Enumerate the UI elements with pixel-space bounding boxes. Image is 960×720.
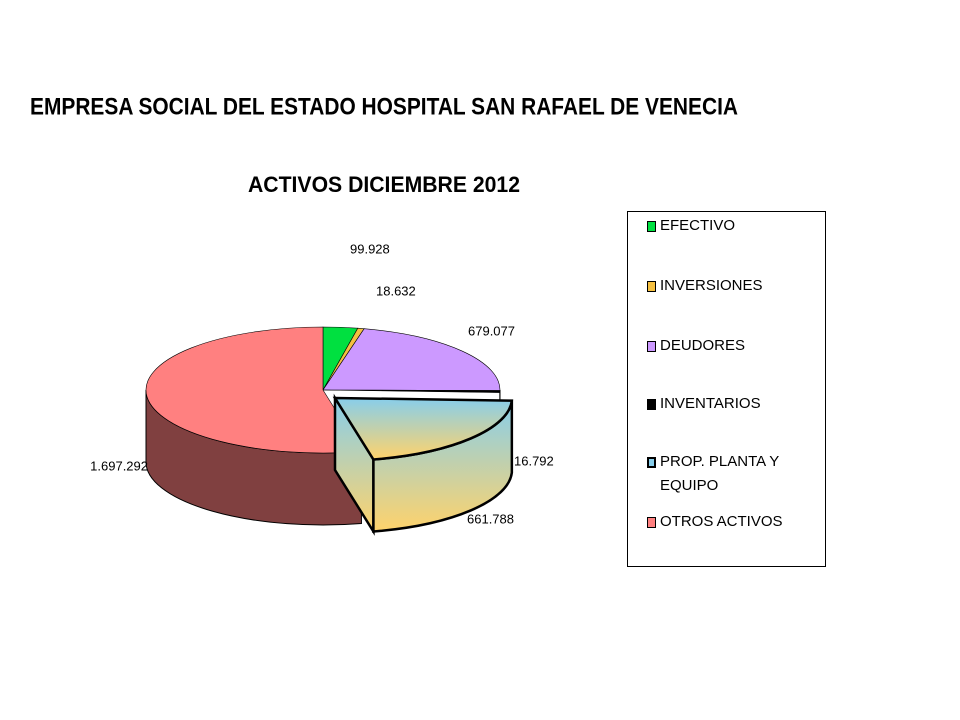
legend-item: OTROS ACTIVOS xyxy=(647,510,820,534)
legend: EFECTIVO INVERSIONES DEUDORES INVENTARIOS PR… xyxy=(627,211,826,567)
legend-swatch xyxy=(647,399,656,410)
slice xyxy=(145,326,362,454)
data-label: 99.928 xyxy=(350,241,390,256)
legend-label: DEUDORES xyxy=(660,337,746,354)
slice xyxy=(322,389,501,393)
legend-label: INVERSIONES xyxy=(660,277,763,294)
data-label: 661.788 xyxy=(467,511,514,526)
legend-item: INVERSIONES xyxy=(647,274,820,298)
legend-item: PROP. PLANTA Y EQUIPO xyxy=(647,450,820,498)
legend-label: OTROS ACTIVOS xyxy=(660,513,783,530)
legend-swatch xyxy=(647,221,656,232)
legend-item: INVENTARIOS xyxy=(647,392,820,416)
data-label: 18.632 xyxy=(376,283,416,298)
legend-swatch xyxy=(647,281,656,292)
slice xyxy=(332,396,514,461)
legend-swatch xyxy=(647,517,656,528)
legend-label: PROP. PLANTA Y EQUIPO xyxy=(660,453,779,494)
data-label: 679.077 xyxy=(468,323,515,338)
legend-swatch xyxy=(647,341,656,352)
legend-item: DEUDORES xyxy=(647,334,820,358)
page-header: EMPRESA SOCIAL DEL ESTADO HOSPITAL SAN R… xyxy=(30,93,738,120)
data-label: 16.792 xyxy=(514,453,554,468)
legend-label: INVENTARIOS xyxy=(660,395,761,412)
legend-item: EFECTIVO xyxy=(647,214,820,238)
legend-swatch xyxy=(647,457,656,468)
slice xyxy=(322,328,501,391)
chart-title: ACTIVOS DICIEMBRE 2012 xyxy=(248,172,520,197)
data-label: 1.697.292 xyxy=(90,458,148,473)
legend-label: EFECTIVO xyxy=(660,217,736,234)
